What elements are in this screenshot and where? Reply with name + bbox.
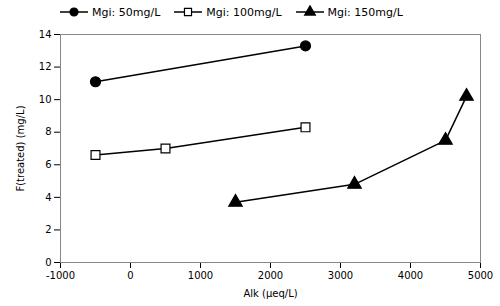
svg-text:0: 0 <box>127 270 133 281</box>
svg-text:6: 6 <box>45 159 51 170</box>
svg-text:2000: 2000 <box>258 270 283 281</box>
svg-text:4: 4 <box>45 192 51 203</box>
svg-text:-1000: -1000 <box>46 270 75 281</box>
html-text:Mgi: 150mg/L: Mgi: 150mg/L <box>327 5 403 19</box>
svg-text:F(treated) (mg/L): F(treated) (mg/L) <box>15 105 26 191</box>
svg-text:4000: 4000 <box>398 270 423 281</box>
svg-text:0: 0 <box>45 257 51 268</box>
svg-text:12: 12 <box>39 61 52 72</box>
svg-text:1000: 1000 <box>188 270 213 281</box>
svg-text:3000: 3000 <box>328 270 353 281</box>
html-text:Mgi: 100mg/L: Mgi: 100mg/L <box>206 5 282 19</box>
svg-text:5000: 5000 <box>468 270 493 281</box>
svg-text:10: 10 <box>39 94 52 105</box>
svg-text:8: 8 <box>45 126 51 137</box>
svg-text:14: 14 <box>39 29 52 40</box>
svg-text:Alk (μeq/L): Alk (μeq/L) <box>243 288 297 299</box>
html-text:Mgi: 50mg/L: Mgi: 50mg/L <box>92 5 161 19</box>
svg-text:2: 2 <box>45 224 51 235</box>
